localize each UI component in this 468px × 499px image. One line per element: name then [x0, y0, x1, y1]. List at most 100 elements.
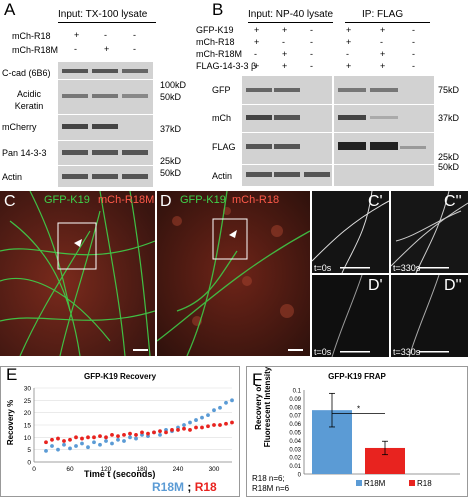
- panel-b-title-input: Input: NP-40 lysate: [248, 9, 334, 20]
- row-mark: -: [133, 30, 136, 40]
- data-point-r18: [98, 434, 102, 438]
- row-mark: -: [346, 49, 349, 59]
- data-point-r18m: [206, 413, 210, 418]
- data-point-r18: [50, 437, 54, 442]
- band: [400, 146, 426, 149]
- panel-c-micrograph: [0, 191, 155, 356]
- data-point-r18: [104, 435, 108, 440]
- data-point-r18m: [74, 444, 78, 448]
- data-point-r18m: [62, 442, 66, 447]
- blot-panel-b-ip: [334, 76, 434, 186]
- row-mark: -: [310, 25, 313, 35]
- data-point-r18: [74, 435, 78, 440]
- panel-f-label: F: [252, 370, 263, 389]
- data-point-r18m: [128, 435, 132, 440]
- row-mark: -: [310, 37, 313, 47]
- marker: 50kD: [438, 162, 460, 172]
- row-label: mCh-R18: [196, 37, 235, 47]
- data-point-r18: [188, 428, 192, 432]
- row-mark: -: [74, 44, 77, 54]
- band: [246, 144, 272, 149]
- row-mark: -: [254, 49, 257, 59]
- data-point-r18: [230, 420, 234, 425]
- row-mark: +: [74, 30, 80, 40]
- panel-a-label: A: [4, 0, 16, 19]
- y-tick-label: 5: [27, 447, 31, 454]
- data-point-r18m: [218, 405, 222, 410]
- frap-bar-chart: 0 0.01 0.02 0.03 0.04 0.05 0.06 0.07 0.08 0.09 0.1…: [289, 389, 460, 488]
- panel-d-micrograph: [157, 191, 310, 356]
- y-tick-label: 0.03: [289, 447, 301, 453]
- y-tick-label: 0.07: [289, 414, 301, 420]
- x-tick-label: 60: [66, 466, 74, 473]
- blot-label: mCherry: [2, 122, 37, 132]
- band: [274, 88, 300, 92]
- data-point-r18m: [104, 439, 108, 443]
- row-mark: -: [380, 37, 383, 47]
- legend-swatch: [356, 480, 362, 486]
- y-tick-label: 25: [24, 398, 32, 405]
- band: [304, 172, 330, 177]
- inset-time: t=0s: [314, 263, 332, 273]
- sample-size-note: R18 n=6;: [252, 474, 285, 483]
- data-point-r18m: [50, 444, 54, 448]
- data-point-r18: [68, 437, 72, 442]
- band: [92, 124, 118, 129]
- data-point-r18: [152, 430, 156, 435]
- data-point-r18m: [158, 432, 162, 437]
- inset-label: C': [368, 193, 383, 210]
- panel-d-caption-green: GFP-K19: [180, 194, 226, 206]
- band: [274, 172, 300, 177]
- data-point-r18: [212, 423, 216, 427]
- data-point-r18m: [80, 441, 84, 446]
- blot-label: Acidic Keratin: [14, 89, 44, 111]
- sample-size-note: R18M n=6: [252, 484, 290, 493]
- panel-d-label: D: [160, 193, 172, 210]
- y-tick-label: 0.02: [289, 456, 301, 462]
- row-mark: -: [310, 61, 313, 71]
- panel-d-caption-red: mCh-R18: [232, 194, 280, 206]
- data-point-r18: [56, 436, 60, 441]
- blot-label: mCh: [212, 113, 232, 123]
- marker: 50kD: [160, 168, 182, 178]
- panel-d-image: [157, 191, 310, 356]
- data-point-r18: [200, 425, 204, 430]
- data-point-r18: [110, 432, 114, 437]
- row-label: FLAG-14-3-3 β: [196, 61, 257, 71]
- data-point-r18: [158, 429, 162, 434]
- row-label: mCh-R18: [12, 31, 51, 41]
- data-point-r18m: [92, 440, 96, 445]
- row-mark: +: [380, 49, 386, 59]
- data-point-r18: [164, 430, 168, 435]
- inset-label: D'': [444, 277, 462, 294]
- legend-separator: ;: [187, 480, 192, 494]
- panel-e-xlabel: Time t (seconds): [84, 469, 156, 479]
- y-tick-label: 0.1: [293, 389, 302, 395]
- y-tick-label: 0.05: [289, 431, 301, 437]
- significance-star: *: [357, 405, 360, 414]
- row-mark: -: [133, 44, 136, 54]
- data-point-r18m: [230, 398, 234, 403]
- marker: 25kD: [438, 152, 460, 162]
- panel-a-title-underline: [58, 22, 156, 23]
- inset-c2: [391, 191, 468, 273]
- row-label: mCh-R18M: [12, 45, 59, 55]
- band: [274, 144, 300, 149]
- band: [122, 69, 148, 73]
- data-point-r18m: [122, 439, 126, 443]
- band: [122, 94, 148, 98]
- y-tick-label: 20: [24, 410, 32, 417]
- row-label: GFP-K19: [196, 25, 234, 35]
- row-mark: +: [104, 44, 110, 54]
- y-tick-label: 0.04: [289, 439, 301, 445]
- x-tick-label: 120: [101, 466, 112, 473]
- x-tick-label: 300: [209, 466, 220, 473]
- panel-f-ylabel: Recovery of Fluorescent Intensity: [254, 366, 272, 448]
- data-point-r18: [92, 435, 96, 440]
- x-tick-label: 180: [137, 466, 148, 473]
- panel-c-image: [0, 191, 155, 356]
- panel-e-legend: R18M ; R18: [152, 480, 217, 494]
- band: [62, 94, 88, 98]
- data-point-r18: [134, 432, 138, 437]
- data-point-r18: [80, 436, 84, 441]
